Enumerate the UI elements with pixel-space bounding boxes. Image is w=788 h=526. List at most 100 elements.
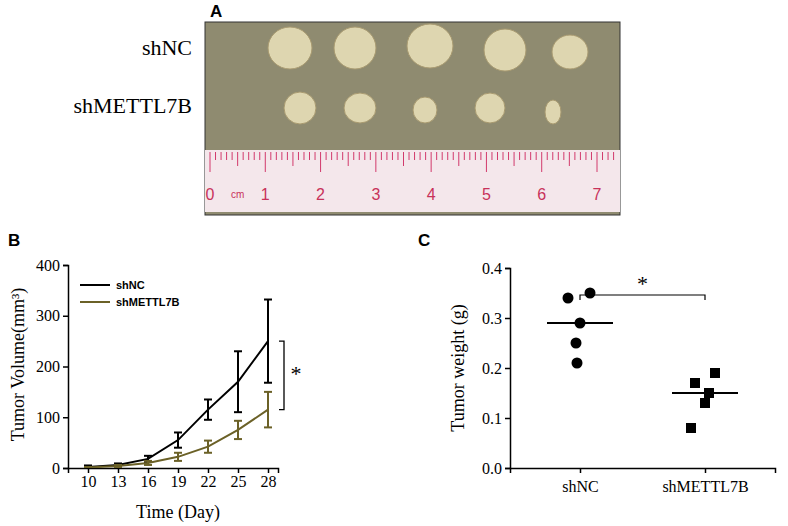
ruler-mm-mark [469, 152, 470, 160]
x-axis-tick: 22 [201, 468, 217, 490]
x-axis-tick-mark [268, 468, 270, 473]
ruler-mm-mark [243, 152, 244, 160]
y-axis-tick-mark [505, 268, 510, 270]
x-axis-tick-label: 16 [141, 473, 157, 490]
ruler-label: 0 [206, 186, 215, 203]
ruler-mm-mark [386, 152, 387, 160]
ruler-mm-mark [480, 152, 481, 160]
ruler-mm-mark [232, 152, 233, 160]
dot-chart: shNCshMETTL7B0.00.10.20.30.4*Tumor weigh… [418, 231, 776, 495]
error-bar-cap [234, 420, 242, 422]
x-axis-tick: 13 [111, 468, 127, 490]
ruler-mm-mark [397, 152, 398, 160]
error-bar-cap [204, 398, 212, 400]
error-bar-cap [234, 411, 242, 413]
error-bar-stem [267, 392, 269, 428]
y-axis-tick: 200 [36, 358, 68, 375]
x-axis-tick-mark [118, 468, 120, 473]
x-axis-tick: 19 [171, 468, 187, 490]
error-bar-cap [174, 452, 182, 454]
ruler-label: 4 [427, 186, 436, 203]
x-axis-tick: 10 [81, 468, 97, 490]
error-bar [264, 392, 272, 428]
error-bar-cap [84, 468, 92, 469]
x-axis-tick: shMETTL7B [662, 468, 748, 495]
panel-label: A [210, 2, 222, 21]
error-bar-cap [84, 466, 92, 468]
x-axis-tick-label: 13 [111, 473, 127, 490]
ruler-mm-mark [265, 152, 266, 172]
ruler-mm-mark [608, 152, 609, 160]
error-bar [144, 456, 152, 462]
error-bar-cap [264, 391, 272, 393]
y-axis-tick-mark [505, 418, 510, 420]
series-line [88, 410, 268, 468]
error-bar-cap [114, 466, 122, 468]
significance-bracket [279, 341, 284, 410]
ruler-mm-mark [464, 152, 465, 160]
ruler-mm-mark [591, 152, 592, 160]
error-bar-cap [234, 438, 242, 440]
ruler-mm-mark [486, 152, 487, 172]
error-bar-cap [174, 460, 182, 462]
error-bar-cap [264, 426, 272, 428]
figure: 01234567cmAshNCshMETTL7B1013161922252801… [0, 0, 788, 526]
ruler-mm-mark [370, 152, 371, 160]
legend: shNCshMETTL7B [80, 279, 180, 308]
y-axis-tick-label: 400 [36, 257, 60, 274]
ruler-label: 6 [537, 186, 546, 203]
error-bar-cap [234, 350, 242, 352]
y-axis-title: Tumor Volume(mm³) [8, 288, 29, 442]
plot-area [84, 300, 272, 468]
line-chart: 101316192225280100200300400shNCshMETTL7B… [8, 231, 302, 523]
x-axis: shNCshMETTL7B [511, 468, 776, 495]
significance-label: * [637, 271, 648, 296]
ruler-mm-mark [409, 152, 410, 160]
error-bar-cap [144, 455, 152, 457]
error-bar-stem [207, 399, 209, 419]
legend-swatch [80, 284, 110, 286]
y-axis-tick-label: 0.2 [482, 360, 502, 377]
ruler-mm-mark [497, 152, 498, 160]
x-axis-tick-label: 25 [231, 473, 247, 490]
error-bar-stem [207, 441, 209, 453]
row-label: shNC [142, 35, 192, 60]
ruler-mm-mark [353, 152, 354, 160]
ruler-label: 5 [482, 186, 491, 203]
y-axis-tick-mark [63, 417, 68, 419]
data-point [700, 398, 710, 408]
error-bar [174, 432, 182, 447]
error-bar-cap [204, 419, 212, 421]
plot-area [547, 288, 738, 434]
ruler-label: 2 [316, 186, 325, 203]
ruler-mm-mark [326, 152, 327, 160]
ruler-mm-mark [287, 152, 288, 160]
y-axis-title: Tumor weight (g) [448, 304, 469, 431]
ruler-mm-mark [519, 152, 520, 160]
error-bar [84, 465, 92, 468]
ruler-mm-mark [475, 152, 476, 160]
ruler-mm-mark [342, 152, 343, 160]
error-bar [174, 453, 182, 461]
ruler-mm-mark [436, 152, 437, 160]
y-axis-tick-mark [505, 318, 510, 320]
x-axis-tick: 25 [231, 468, 247, 490]
tumor-shape [552, 35, 588, 69]
ruler-mm-mark [503, 152, 504, 160]
y-axis-tick-mark [63, 366, 68, 368]
y-axis-tick-label: 0.3 [482, 310, 502, 327]
x-axis-line [69, 469, 279, 474]
error-bar-cap [114, 462, 122, 464]
significance-label: * [291, 361, 302, 386]
y-axis-tick-label: 200 [36, 358, 60, 375]
ruler-mm-mark [381, 152, 382, 160]
ruler-mm-mark [547, 152, 548, 160]
tumor-shape [484, 29, 526, 71]
y-axis-tick-mark [63, 316, 68, 318]
tumor-shape [284, 92, 316, 124]
data-point [686, 423, 696, 433]
ruler-mm-mark [298, 152, 299, 160]
ruler-mm-mark [221, 152, 222, 160]
x-axis-tick-label: 28 [261, 473, 277, 490]
x-axis-tick-mark [88, 468, 90, 473]
